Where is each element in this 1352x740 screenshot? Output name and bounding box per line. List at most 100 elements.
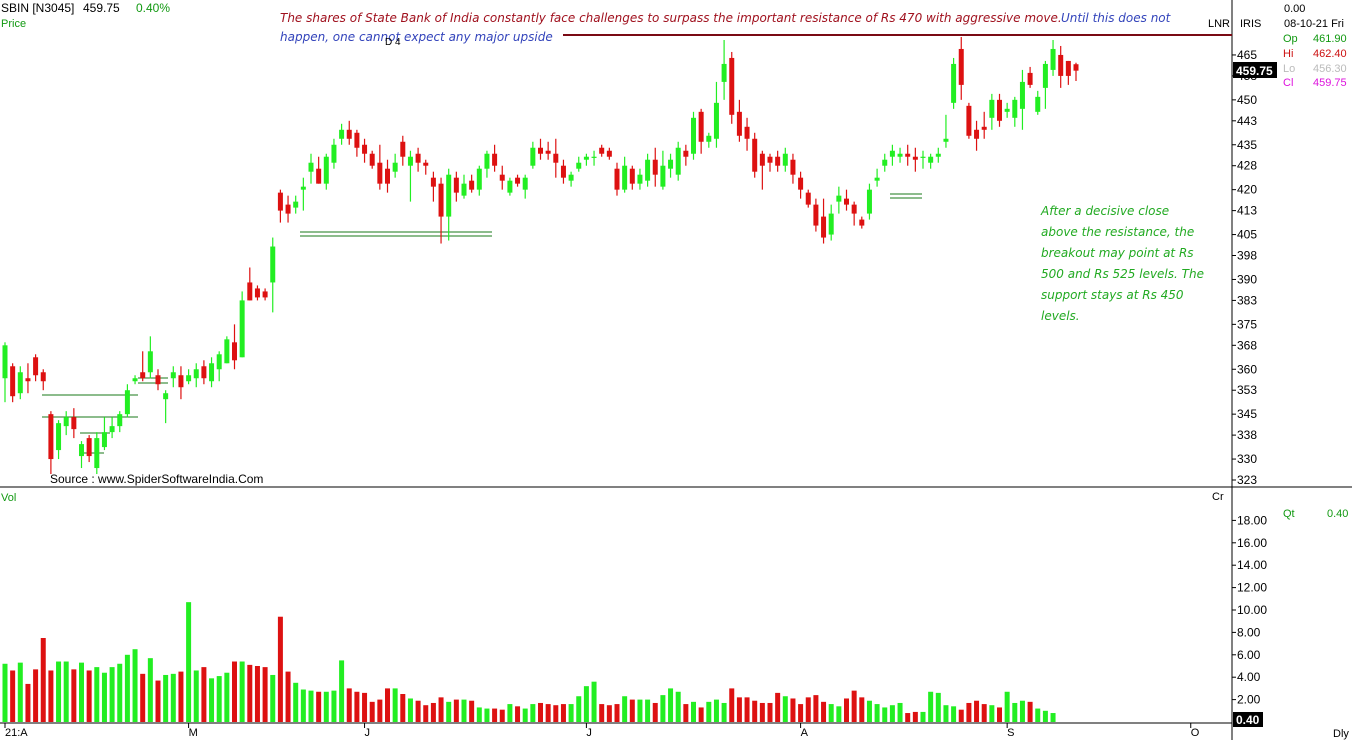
volume-bar [859, 697, 865, 722]
candle-body [369, 153, 375, 166]
candle-body [224, 339, 230, 364]
candle [293, 195, 299, 214]
candle [507, 177, 513, 196]
candle [40, 369, 46, 391]
volume-bar [132, 649, 138, 722]
support-lines [42, 193, 922, 454]
volume-bar [813, 695, 819, 722]
volume-bar [484, 708, 490, 722]
volume-bar [775, 692, 781, 722]
candle-body [155, 375, 161, 385]
candle [859, 216, 865, 229]
price-tick-label: 330 [1237, 452, 1257, 466]
volume-bar [1004, 691, 1010, 722]
low-value: 456.30 [1313, 63, 1347, 75]
price-tick-label: 360 [1237, 362, 1257, 376]
candle-body [239, 300, 245, 358]
breakout-note-line: breakout may point at Rs [1041, 246, 1194, 260]
volume-bar [568, 704, 574, 722]
breakout-note-line: support stays at Rs 450 [1041, 288, 1184, 302]
candle [691, 111, 696, 160]
candle [285, 195, 291, 223]
candle [683, 144, 689, 166]
cr-label: Cr [1212, 491, 1224, 503]
candle-body [782, 153, 788, 166]
volume-bar [239, 661, 245, 722]
candle-body [698, 111, 704, 142]
volume-bar [48, 670, 54, 722]
candle-body [492, 153, 498, 166]
candle-body [377, 162, 383, 184]
breakout-note-line: levels. [1041, 309, 1080, 323]
volume-panel-label: Vol [1, 492, 16, 504]
candle [889, 144, 895, 166]
candle [951, 57, 957, 109]
candle [163, 390, 169, 424]
candle [882, 153, 888, 172]
candle [300, 177, 306, 211]
candle-body [316, 168, 322, 184]
volume-bar [698, 707, 704, 722]
candle [874, 168, 880, 187]
volume-bar [981, 704, 987, 722]
candle [538, 138, 543, 160]
candle-body [1027, 72, 1033, 85]
candle [614, 162, 620, 196]
volume-tick-label: 4.00 [1237, 670, 1261, 684]
candle [492, 144, 498, 172]
candle-body [599, 147, 605, 154]
volume-bar [1027, 701, 1033, 722]
volume-bar [545, 704, 551, 722]
candle [415, 147, 421, 172]
candle-body [821, 216, 827, 238]
volume-bar [308, 690, 314, 722]
symbol-title: SBIN [N3045] [1, 1, 74, 15]
candle-body [790, 159, 796, 175]
candle [216, 351, 222, 382]
open-label: Op [1283, 33, 1298, 45]
last-price-badge: 459.75 [1236, 64, 1273, 78]
candle-body [423, 162, 429, 166]
candle [966, 102, 972, 139]
volume-bar [897, 702, 903, 722]
candle [805, 189, 811, 208]
volume-bar [912, 711, 918, 722]
candle-body [545, 150, 551, 154]
volume-bar [224, 672, 230, 722]
volume-bar [836, 706, 842, 722]
volume-bar [270, 674, 276, 722]
candle-body [683, 150, 689, 157]
candle-body [79, 444, 84, 457]
candle [851, 201, 857, 226]
candle [599, 144, 605, 157]
volume-bar [1050, 713, 1056, 722]
candle [239, 291, 245, 358]
candle [775, 150, 781, 172]
month-label: J [365, 727, 371, 739]
candle-body [25, 378, 31, 382]
price-tick-label: 383 [1237, 293, 1257, 307]
candle-body [178, 375, 184, 388]
candle [423, 159, 429, 175]
candle [109, 417, 115, 439]
price-tick-label: 375 [1237, 317, 1257, 331]
volume-bar [645, 699, 651, 722]
price-tick-label: 323 [1237, 473, 1257, 487]
volume-bar [369, 701, 375, 722]
candle [576, 156, 582, 172]
price-tick-label: 398 [1237, 249, 1257, 263]
volume-bar [339, 660, 345, 722]
price-tick-label: 405 [1237, 228, 1257, 242]
volume-bar [729, 688, 735, 722]
candle [392, 153, 398, 178]
volume-bar [385, 688, 390, 722]
candle [178, 366, 184, 400]
volume-bar [1042, 710, 1048, 722]
candle-body [736, 111, 742, 136]
volume-bar [821, 701, 827, 722]
candle [277, 189, 283, 223]
volume-tick-label: 8.00 [1237, 625, 1261, 639]
breakout-note: After a decisive close above the resistan… [1040, 204, 1204, 323]
candle [905, 144, 911, 166]
candle-body [17, 372, 23, 394]
